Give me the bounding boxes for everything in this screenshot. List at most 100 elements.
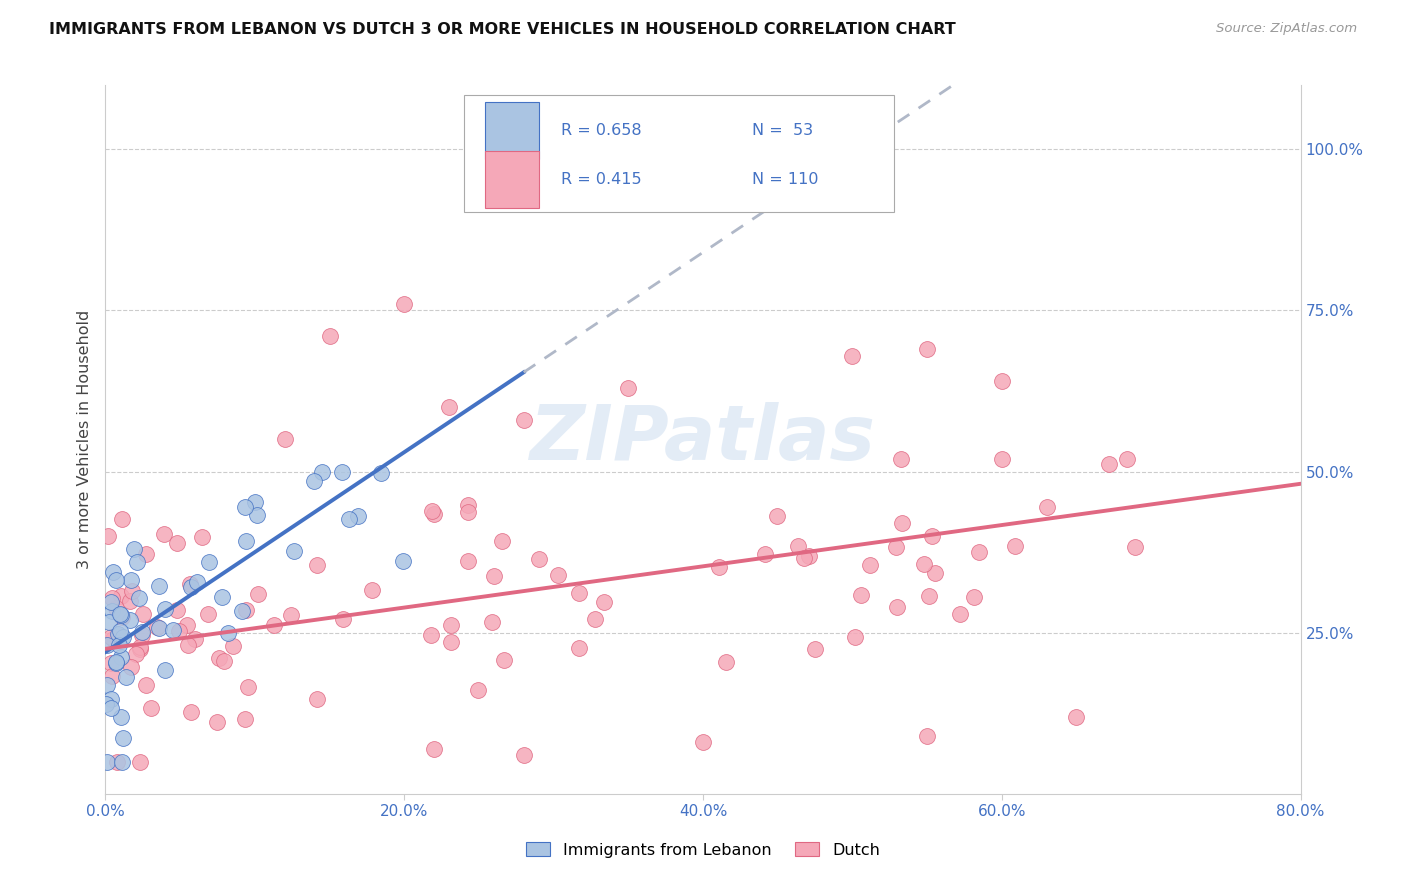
Point bbox=[1116, 451, 1139, 466]
Point bbox=[97, 615, 120, 629]
Point bbox=[198, 555, 221, 569]
Point bbox=[166, 535, 188, 549]
Point bbox=[148, 621, 170, 635]
Point bbox=[330, 465, 353, 479]
Point bbox=[121, 583, 143, 598]
Point bbox=[101, 565, 124, 579]
Point bbox=[918, 589, 941, 603]
Point bbox=[105, 600, 128, 615]
Point bbox=[108, 638, 131, 652]
Point bbox=[305, 558, 328, 572]
Point bbox=[457, 505, 479, 519]
Point bbox=[263, 617, 285, 632]
Point bbox=[492, 653, 515, 667]
Point bbox=[243, 495, 266, 509]
Point bbox=[101, 591, 124, 606]
Point bbox=[180, 705, 202, 719]
Point bbox=[197, 607, 219, 621]
Point bbox=[120, 573, 142, 587]
Point bbox=[440, 618, 463, 632]
Point bbox=[179, 576, 201, 591]
Point bbox=[754, 547, 776, 561]
Point bbox=[457, 554, 479, 568]
Text: N =  53: N = 53 bbox=[752, 123, 813, 138]
Point bbox=[283, 543, 305, 558]
Point bbox=[122, 542, 145, 557]
Point bbox=[370, 466, 392, 480]
Point bbox=[915, 729, 938, 743]
Point bbox=[148, 578, 170, 592]
Point bbox=[184, 632, 207, 646]
Point bbox=[547, 568, 569, 582]
Point bbox=[101, 604, 124, 618]
Text: N = 110: N = 110 bbox=[752, 172, 818, 187]
Point bbox=[440, 635, 463, 649]
Point bbox=[97, 529, 120, 543]
Point bbox=[108, 624, 131, 639]
Point bbox=[302, 474, 325, 488]
Point bbox=[716, 655, 738, 669]
Text: Source: ZipAtlas.com: Source: ZipAtlas.com bbox=[1216, 22, 1357, 36]
Point bbox=[912, 558, 935, 572]
Point bbox=[103, 632, 125, 646]
Point bbox=[135, 547, 157, 561]
Point bbox=[568, 641, 591, 656]
Point bbox=[990, 374, 1012, 388]
Point bbox=[217, 626, 239, 640]
Point bbox=[481, 615, 503, 630]
Point bbox=[120, 613, 142, 627]
Point bbox=[169, 624, 191, 638]
Point bbox=[361, 582, 384, 597]
Point bbox=[280, 607, 302, 622]
Point bbox=[967, 545, 990, 559]
Point bbox=[212, 654, 235, 668]
Point bbox=[96, 755, 118, 769]
Point bbox=[392, 554, 415, 568]
Point bbox=[422, 508, 444, 522]
Point bbox=[100, 692, 122, 706]
Point bbox=[949, 607, 972, 622]
Point bbox=[118, 594, 141, 608]
Point bbox=[915, 342, 938, 356]
Point bbox=[392, 297, 416, 311]
Point bbox=[797, 549, 820, 563]
Point bbox=[132, 607, 155, 621]
FancyBboxPatch shape bbox=[485, 102, 540, 159]
Point bbox=[207, 715, 229, 730]
Point bbox=[231, 604, 253, 618]
Point bbox=[100, 700, 122, 714]
Point bbox=[991, 451, 1014, 466]
Point bbox=[125, 647, 148, 661]
Point bbox=[890, 451, 912, 466]
Point bbox=[924, 566, 946, 581]
Point bbox=[190, 530, 212, 544]
Point bbox=[128, 642, 150, 657]
Point bbox=[129, 640, 152, 654]
Point bbox=[166, 602, 188, 616]
Point bbox=[246, 508, 269, 522]
Point bbox=[110, 710, 132, 724]
Point bbox=[146, 620, 169, 634]
Point bbox=[849, 588, 872, 602]
Point bbox=[208, 650, 231, 665]
Point bbox=[467, 682, 489, 697]
Point bbox=[155, 602, 177, 616]
Point bbox=[527, 552, 550, 566]
Point bbox=[617, 381, 640, 395]
Point bbox=[235, 602, 257, 616]
Point bbox=[100, 594, 122, 608]
Legend: Immigrants from Lebanon, Dutch: Immigrants from Lebanon, Dutch bbox=[520, 836, 886, 863]
Point bbox=[235, 533, 257, 548]
Point bbox=[111, 512, 134, 526]
Point bbox=[120, 660, 142, 674]
Point bbox=[273, 433, 295, 447]
Point bbox=[96, 638, 118, 652]
Point bbox=[111, 755, 134, 769]
Point bbox=[332, 611, 354, 625]
Point bbox=[1004, 539, 1026, 553]
Point bbox=[105, 755, 128, 769]
Point bbox=[233, 500, 256, 514]
Point bbox=[568, 586, 591, 600]
Point bbox=[482, 568, 505, 582]
Point bbox=[96, 678, 118, 692]
